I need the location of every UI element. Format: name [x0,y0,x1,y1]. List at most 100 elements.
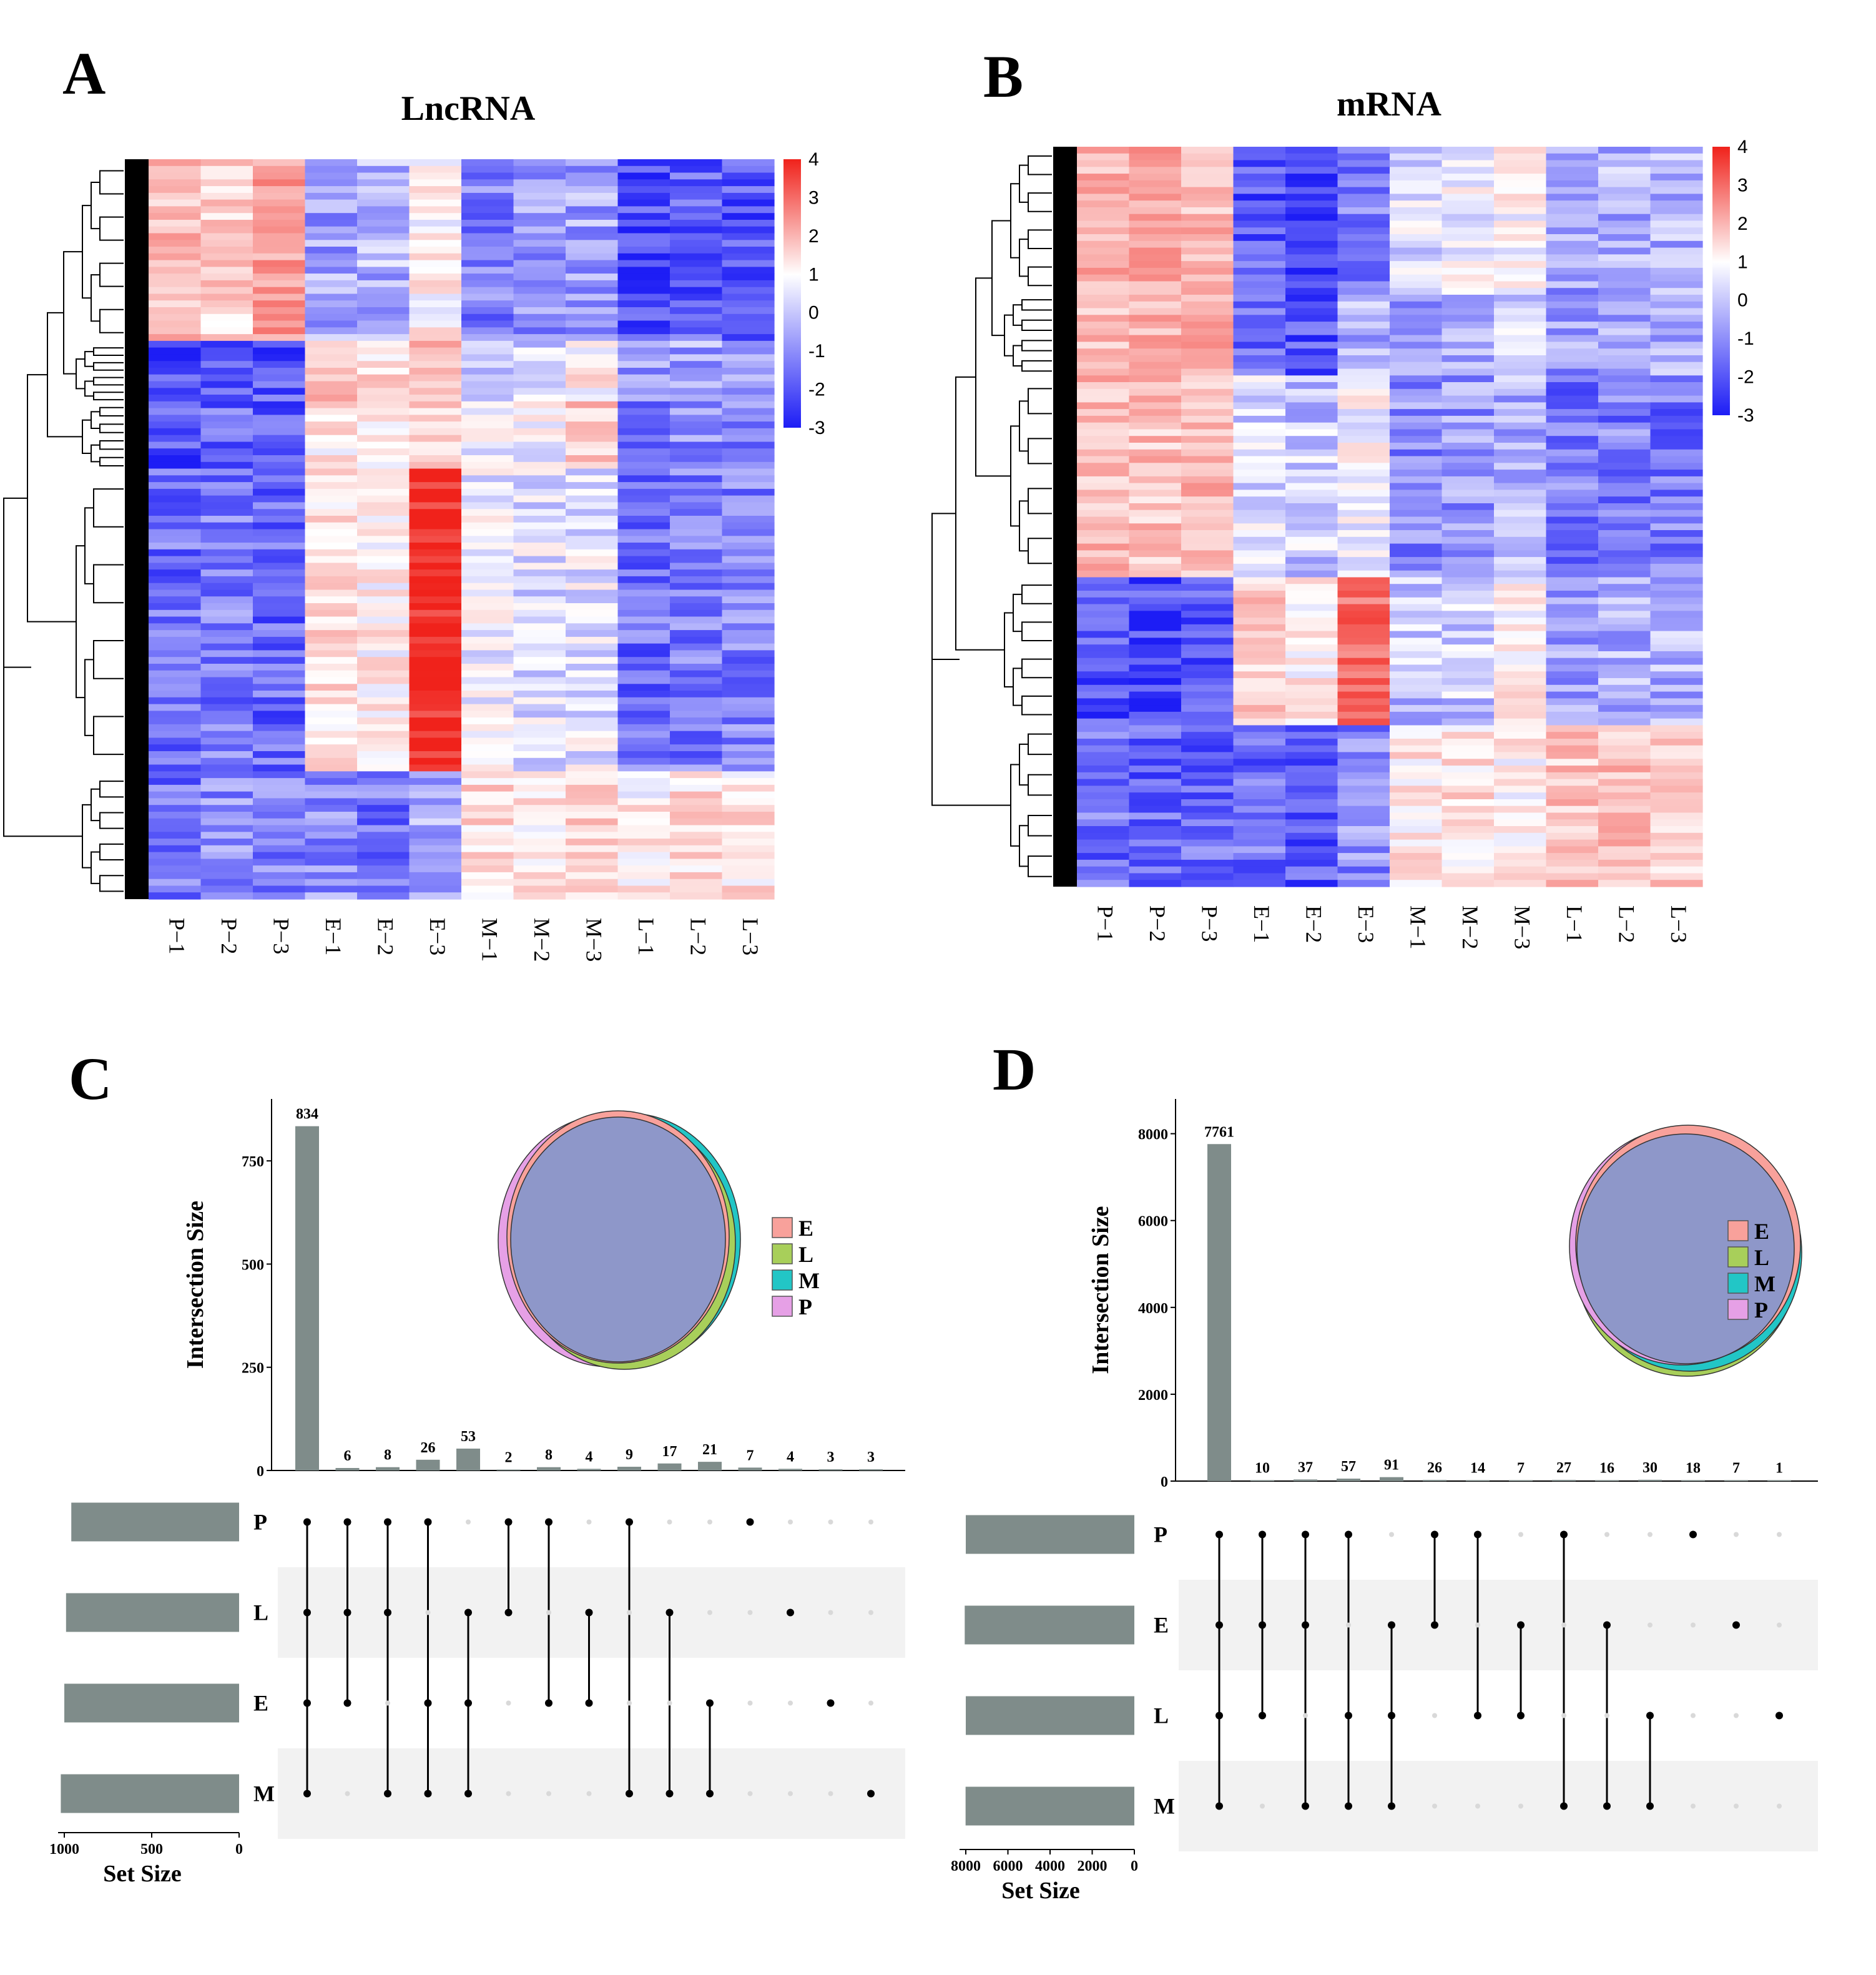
heatmap-cell [1181,382,1234,390]
heatmap-cell [1233,160,1286,167]
heatmap-cell [1077,839,1130,847]
heatmap-cell [1233,611,1286,618]
set-size-bar [71,1502,239,1542]
heatmap-cell [357,165,410,174]
membership-dot [665,1608,674,1617]
heatmap-cell [1337,638,1390,645]
heatmap-cell [461,751,514,759]
heatmap-cell [1494,880,1547,887]
heatmap-cell [1077,315,1130,322]
heatmap-cell [1181,725,1234,732]
heatmap-cell [305,697,358,705]
colorbar-tick-label: 0 [808,303,819,323]
heatmap-cell [1650,443,1703,450]
heatmap-cell [409,395,462,402]
heatmap-cell [670,300,723,308]
heatmap-cell [1077,409,1130,416]
heatmap-cell [1598,496,1651,504]
heatmap-cell [1598,759,1651,766]
heatmap-cell [200,334,253,342]
heatmap-cell [409,859,462,866]
heatmap-cell [566,172,619,180]
heatmap-cell [1494,618,1547,625]
heatmap-cell [1390,644,1443,652]
heatmap-cell [1546,846,1599,854]
heatmap-cell [1390,812,1443,820]
heatmap-cell [149,805,202,812]
heatmap-cell [1233,584,1286,591]
heatmap-cell [1077,859,1130,867]
heatmap-cell [1650,570,1703,578]
heatmap-cell [513,603,566,611]
heatmap-cell [1337,194,1390,201]
heatmap-cell [1441,523,1495,531]
heatmap-cell [1441,483,1495,490]
heatmap-cell [1285,174,1338,181]
heatmap-cell [305,220,358,227]
heatmap-cell [200,395,253,402]
heatmap-cell [1390,328,1443,336]
heatmap-cell [1441,449,1495,457]
heatmap-cell [200,461,253,470]
heatmap-cell [357,374,410,382]
heatmap-cell [1650,523,1703,531]
membership-dot [424,1790,432,1798]
heatmap-cell [617,724,670,732]
heatmap-cell [722,368,775,375]
heatmap-cell [513,623,566,631]
heatmap-cell [617,495,670,503]
heatmap-cell [513,240,566,247]
heatmap-cell [1129,671,1182,679]
heatmap-cell [305,771,358,779]
heatmap-cell [149,670,202,678]
heatmap-cell [670,616,723,624]
heatmap-cell [1181,577,1234,584]
heatmap-cell [1598,826,1651,834]
heatmap-cell [1441,415,1495,423]
heatmap-cell [1337,577,1390,584]
heatmap-cell [1494,328,1547,336]
heatmap-cell [1546,160,1599,167]
panel-letter-d: D [993,1036,1036,1103]
heatmap-cell [1390,880,1443,887]
heatmap-cell [566,791,619,799]
heatmap-cell [1390,664,1443,672]
heatmap-cell [1494,281,1547,288]
heatmap-cell [1181,443,1234,450]
heatmap-cell [1390,322,1443,329]
heatmap-cell [253,226,306,234]
heatmap-cell [1233,826,1286,834]
heatmap-cell [1337,483,1390,490]
heatmap-cell [200,717,253,725]
heatmap-cell [1181,557,1234,564]
heatmap-cell [461,293,514,301]
heatmap-cell [722,334,775,342]
intersection-bar [657,1463,682,1470]
heatmap-cell [409,428,462,436]
heatmap-cell [513,226,566,234]
heatmap-cell [409,845,462,853]
intersection-bar-label: 53 [461,1429,476,1445]
heatmap-cell [1129,470,1182,477]
heatmap-cell [617,287,670,295]
heatmap-cell [1285,510,1338,518]
heatmap-cell [1337,752,1390,759]
heatmap-cell [200,556,253,563]
heatmap-cell [1650,234,1703,242]
heatmap-cell [149,293,202,301]
heatmap-cell [149,361,202,368]
heatmap-cell [1337,718,1390,726]
heatmap-cell [1285,766,1338,773]
heatmap-cell [1337,153,1390,161]
heatmap-cell [1650,281,1703,288]
heatmap-cell [253,784,306,792]
heatmap-cell [149,428,202,436]
heatmap-cell [1390,254,1443,262]
heatmap-cell [1441,859,1495,867]
heatmap-cell [722,435,775,443]
set-size-tick-label: 8000 [951,1858,981,1874]
heatmap-cell [253,313,306,322]
heatmap-cell [513,253,566,261]
heatmap-cell [670,408,723,415]
heatmap-cell [617,395,670,402]
